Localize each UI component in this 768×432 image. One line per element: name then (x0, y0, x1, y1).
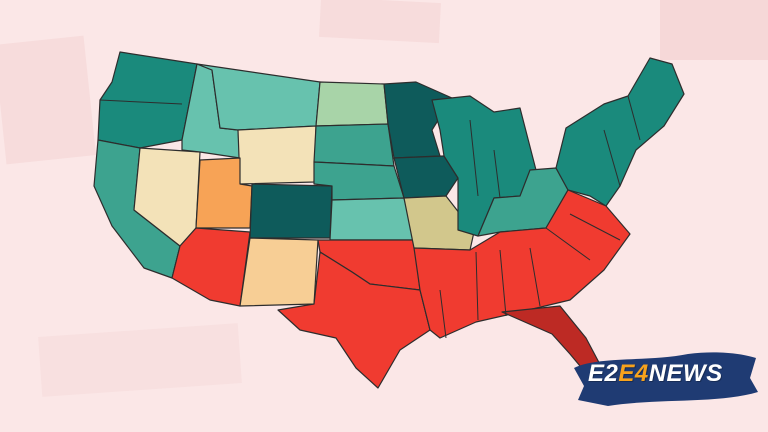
map-region-west-coast-north[interactable] (97, 51, 198, 149)
logo-text-part2: E4 (618, 360, 649, 387)
map-region-texas[interactable] (277, 251, 431, 389)
map-region-missouri[interactable] (403, 195, 475, 251)
background-patch (660, 0, 768, 60)
brush-stroke-background (574, 352, 758, 406)
map-region-south[interactable] (413, 189, 631, 339)
map-region-south-dakota[interactable] (313, 123, 395, 167)
map-region-arizona[interactable] (171, 227, 251, 307)
map-region-new-mexico[interactable] (239, 237, 319, 307)
e2e4news-logo[interactable]: E2E4NEWS (568, 348, 760, 410)
map-region-kansas[interactable] (329, 197, 415, 241)
state-borders (99, 95, 641, 339)
map-region-colorado[interactable] (249, 183, 333, 239)
logo-text: E2E4NEWS (588, 360, 723, 388)
map-region-wyoming[interactable] (237, 125, 317, 185)
map-region-north-dakota[interactable] (315, 81, 389, 127)
logo-text-part1: E2 (588, 360, 619, 387)
map-region-northeast[interactable] (555, 57, 685, 207)
map-region-iowa[interactable] (393, 155, 459, 199)
logo-text-part3: NEWS (648, 360, 723, 387)
